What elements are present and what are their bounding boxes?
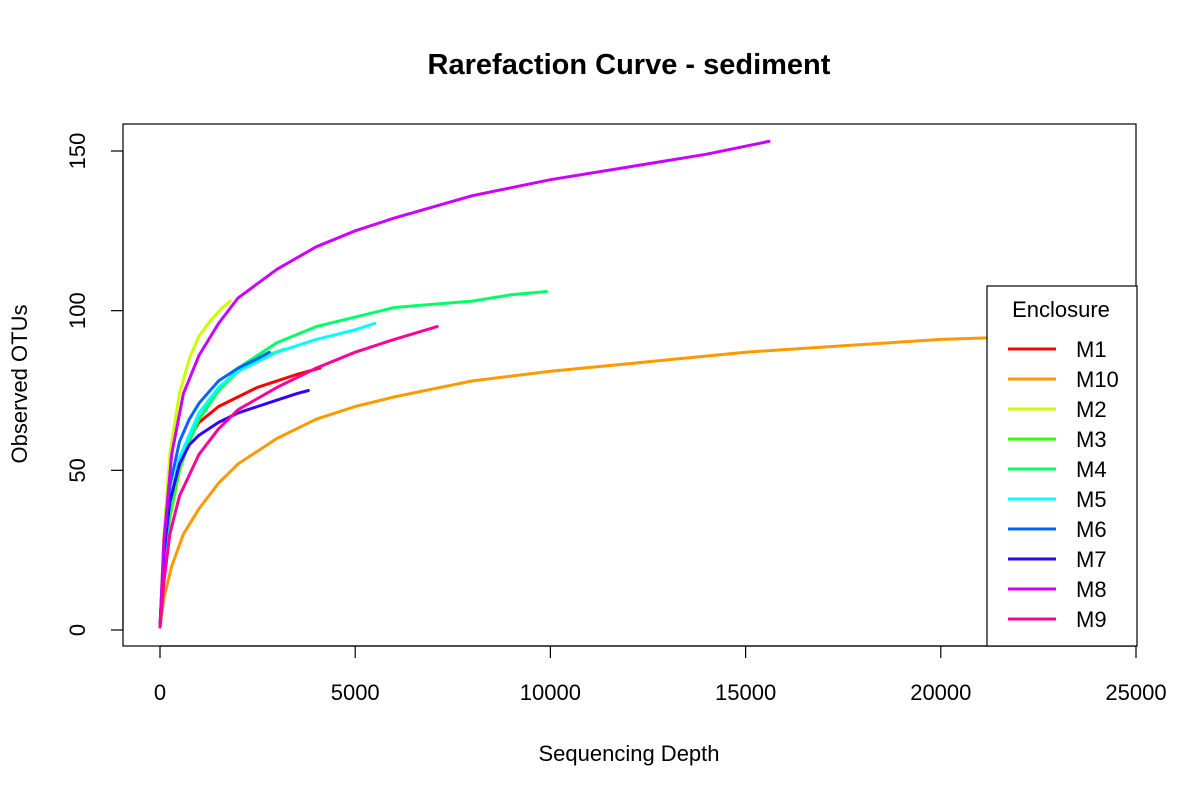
legend-label: M3: [1076, 427, 1107, 452]
x-tick-label: 25000: [1105, 680, 1166, 705]
legend-label: M10: [1076, 367, 1119, 392]
legend-item-m4: M4: [1008, 457, 1107, 482]
x-tick-label: 5000: [331, 680, 380, 705]
series-line-m10: [158, 328, 1136, 629]
legend-items: M1 M10 M2 M3 M4 M5 M6 M7 M8 M9: [1008, 337, 1119, 632]
y-axis: 0 50 100 150: [65, 133, 124, 636]
series-line-m4: [158, 290, 548, 629]
legend-item-m8: M8: [1008, 577, 1107, 602]
x-tick-label: 15000: [715, 680, 776, 705]
series-line-m8: [158, 139, 771, 629]
legend-label: M1: [1076, 337, 1107, 362]
y-tick-label: 0: [65, 624, 90, 636]
legend-item-m1: M1: [1008, 337, 1107, 362]
series-line-m9: [158, 325, 439, 629]
x-tick-label: 10000: [520, 680, 581, 705]
legend-label: M6: [1076, 517, 1107, 542]
series-line-m3: [158, 347, 287, 629]
legend-item-m5: M5: [1008, 487, 1107, 512]
x-axis-label: Sequencing Depth: [538, 741, 719, 766]
y-tick-label: 150: [65, 133, 90, 170]
y-axis-label: Observed OTUs: [7, 305, 32, 464]
chart-title: Rarefaction Curve - sediment: [428, 49, 831, 81]
x-tick-label: 20000: [910, 680, 971, 705]
x-tick-label: 0: [154, 680, 166, 705]
legend-title: Enclosure: [1012, 297, 1110, 322]
y-tick-label: 50: [65, 458, 90, 482]
legend-label: M2: [1076, 397, 1107, 422]
legend: Enclosure M1 M10 M2 M3 M4 M5 M6 M7 M8 M9: [986, 285, 1138, 647]
legend-item-m2: M2: [1008, 397, 1107, 422]
legend-box: [986, 285, 1138, 647]
legend-item-m3: M3: [1008, 427, 1107, 452]
legend-item-m9: M9: [1008, 607, 1107, 632]
x-axis: 0 5000 10000 15000 20000 25000: [154, 645, 1167, 705]
y-tick-label: 100: [65, 292, 90, 329]
legend-label: M5: [1076, 487, 1107, 512]
legend-item-m7: M7: [1008, 547, 1107, 572]
legend-item-m6: M6: [1008, 517, 1107, 542]
legend-item-m10: M10: [1008, 367, 1119, 392]
legend-label: M8: [1076, 577, 1107, 602]
legend-label: M9: [1076, 607, 1107, 632]
series-lines: [158, 139, 1136, 629]
plot-frame: [122, 123, 1137, 647]
legend-label: M4: [1076, 457, 1107, 482]
series-line-m7: [158, 389, 310, 629]
legend-label: M7: [1076, 547, 1107, 572]
